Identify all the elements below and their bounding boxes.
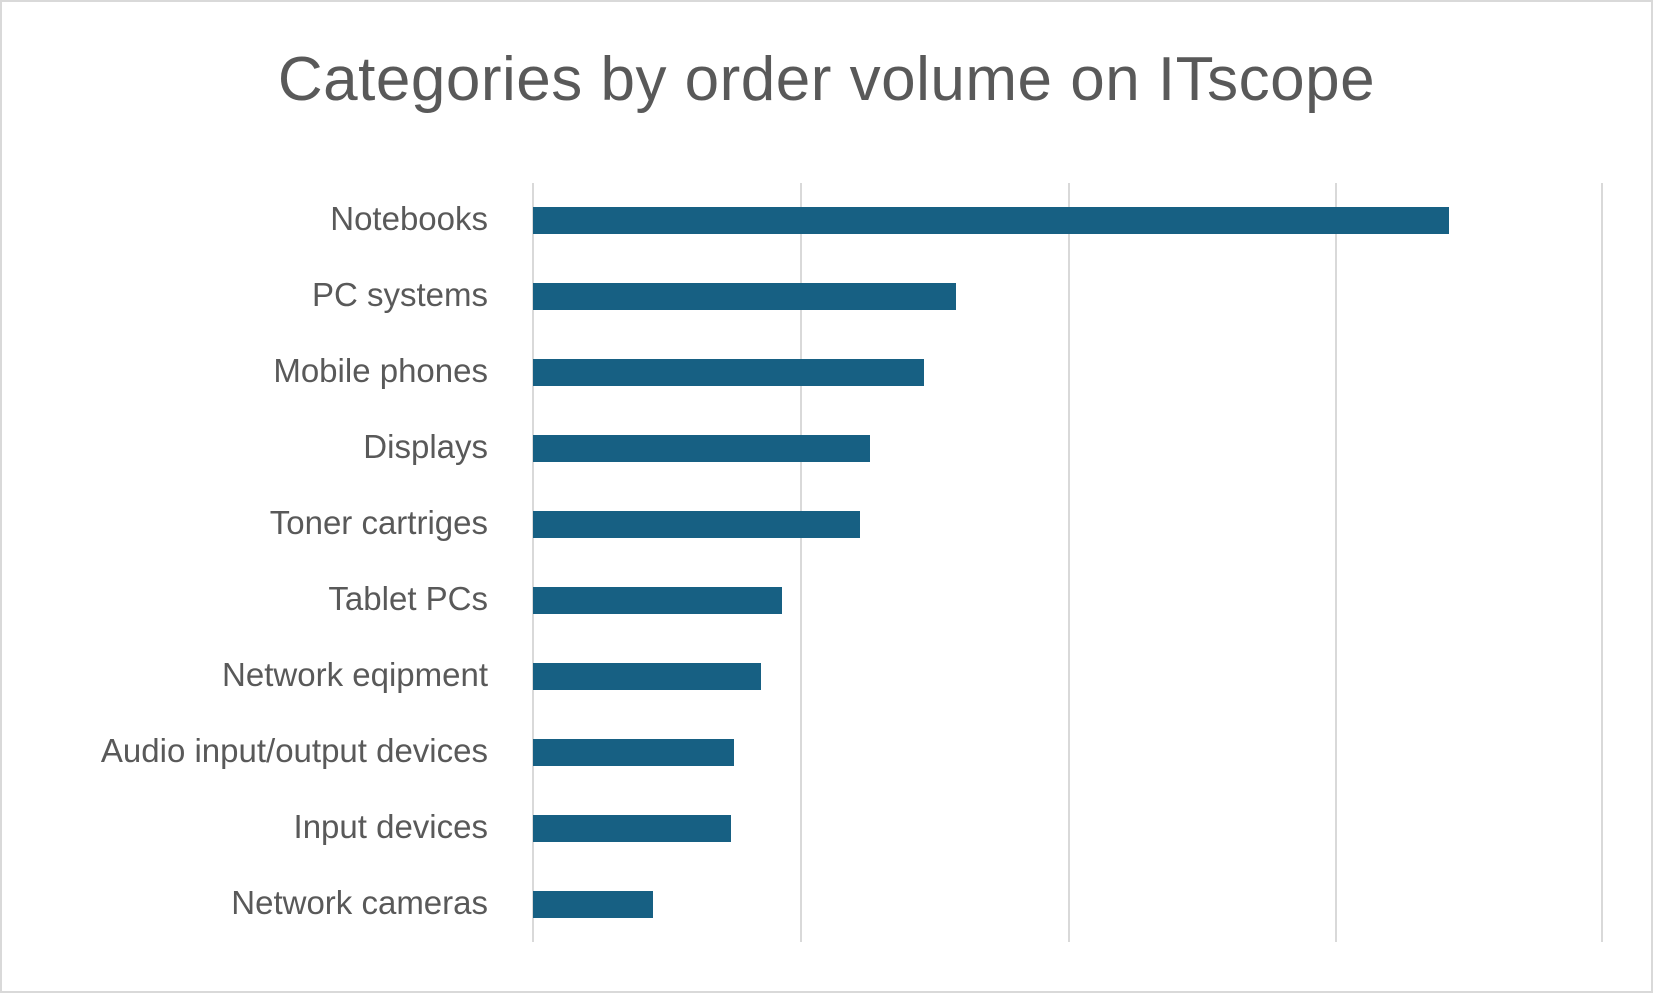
bar-row bbox=[532, 487, 1603, 563]
category-label: Toner cartriges bbox=[269, 504, 488, 541]
category-label: Displays bbox=[363, 428, 488, 465]
chart-title: Categories by order volume on ITscope bbox=[277, 45, 1376, 114]
category-label: Notebooks bbox=[330, 200, 488, 237]
bar bbox=[533, 207, 1449, 234]
bar bbox=[533, 739, 734, 766]
category-label: Tablet PCs bbox=[328, 580, 488, 617]
bar bbox=[533, 663, 761, 690]
bar bbox=[533, 815, 732, 842]
bar-row bbox=[532, 259, 1603, 335]
bar-row bbox=[532, 639, 1603, 715]
gridline bbox=[799, 183, 802, 942]
bar-row bbox=[532, 183, 1603, 259]
gridline bbox=[1335, 183, 1338, 942]
gridline bbox=[1601, 183, 1603, 942]
category-label: Mobile phones bbox=[273, 352, 488, 389]
category-label: Network cameras bbox=[231, 884, 488, 921]
bar-row bbox=[532, 335, 1603, 411]
bar-row bbox=[532, 715, 1603, 791]
plot-area bbox=[532, 183, 1603, 942]
bar bbox=[533, 283, 957, 310]
bar-row bbox=[532, 411, 1603, 487]
category-label: Input devices bbox=[293, 808, 488, 845]
bar-row bbox=[532, 563, 1603, 639]
bar bbox=[533, 587, 782, 614]
bar bbox=[533, 359, 924, 386]
category-label: Network eqipment bbox=[222, 656, 488, 693]
gridline bbox=[532, 183, 534, 942]
bar-row bbox=[532, 791, 1603, 867]
category-label: Audio input/output devices bbox=[100, 732, 488, 769]
category-label: PC systems bbox=[311, 276, 488, 313]
bar-row bbox=[532, 867, 1603, 943]
bar bbox=[533, 435, 871, 462]
bar bbox=[533, 511, 860, 538]
bar bbox=[533, 891, 654, 918]
gridline bbox=[1067, 183, 1070, 942]
